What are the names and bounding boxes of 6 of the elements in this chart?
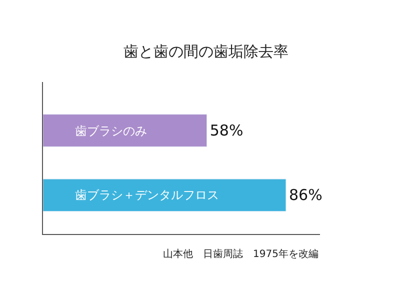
data-label: 86% (288, 186, 322, 204)
y-tick-label: 歯ブラシ＋デンタルフロス (75, 188, 219, 202)
data-label: 58% (210, 122, 244, 140)
chart-title: 歯と歯の間の歯垢除去率 (124, 42, 288, 60)
text: 山本他 日歯周誌 1975年を改編 (163, 248, 318, 260)
y-tick-label: 歯ブラシのみ (75, 124, 147, 138)
